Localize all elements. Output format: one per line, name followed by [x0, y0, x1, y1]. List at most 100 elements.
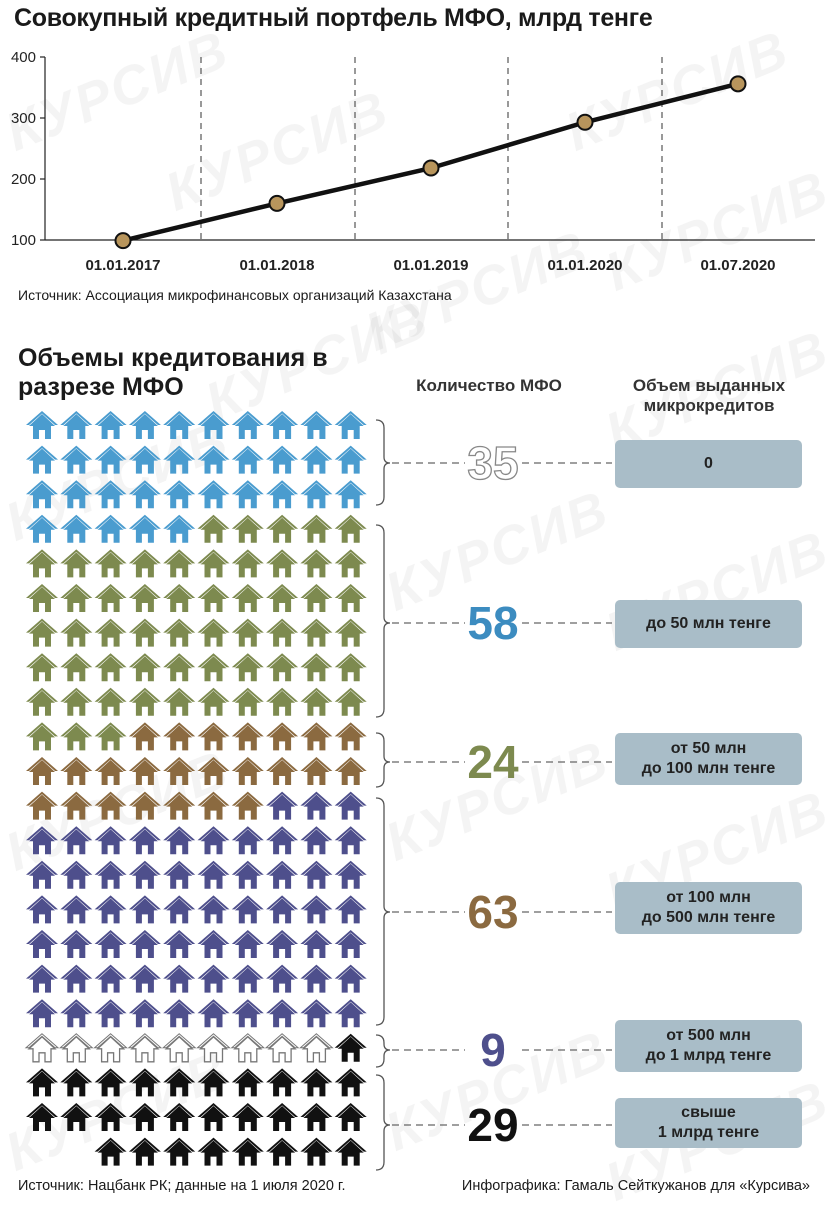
house-icon [128, 514, 161, 543]
house-icon [231, 1103, 264, 1131]
group-bracket [375, 1034, 391, 1068]
house-icon [264, 1033, 300, 1063]
data-point [268, 194, 286, 212]
house-icon [60, 480, 93, 509]
group-bracket [375, 797, 391, 1026]
house-icon [163, 653, 196, 682]
house-icon [300, 895, 333, 924]
house-icon [231, 411, 264, 439]
house-icon [26, 687, 58, 716]
group-count: 63 [467, 886, 518, 938]
house-icon [231, 584, 264, 612]
house-icon [60, 791, 93, 820]
house-icon [94, 791, 127, 820]
house-icon [94, 411, 127, 439]
group-count: 58 [467, 597, 518, 649]
house-icon [334, 687, 367, 716]
house-icon [26, 514, 58, 543]
house-icon [26, 1068, 58, 1097]
house-icon [128, 1137, 161, 1166]
house-icon [231, 999, 264, 1028]
house-icon [300, 687, 333, 716]
house-icon [94, 1137, 127, 1166]
line-chart-title: Совокупный кредитный портфель МФО, млрд … [14, 4, 653, 32]
house-icon [60, 687, 93, 716]
house-icon [231, 1068, 264, 1097]
house-icon [26, 930, 58, 958]
house-icon [231, 653, 264, 682]
house-icon [197, 411, 230, 439]
house-icon [94, 618, 127, 647]
house-icon [26, 549, 58, 578]
house-icon [334, 445, 367, 474]
group-bracket [375, 1074, 391, 1171]
house-icon [26, 895, 58, 924]
house-icon [94, 722, 127, 751]
house-icon [300, 999, 333, 1028]
house-icon [300, 826, 333, 855]
house-icon [60, 999, 93, 1028]
house-icon [231, 549, 264, 578]
house-icon [230, 1033, 266, 1063]
house-icon [128, 964, 161, 993]
house-icon [94, 964, 127, 993]
house-icon [334, 549, 367, 578]
house-icon [197, 791, 230, 820]
house-icon [60, 722, 93, 751]
volume-label: от 100 млн до 500 млн тенге [615, 882, 802, 934]
house-icon [266, 584, 299, 612]
house-icon [266, 411, 299, 439]
house-icon [197, 653, 230, 682]
house-icon [163, 687, 196, 716]
house-icon [128, 653, 161, 682]
volume-label: от 50 млн до 100 млн тенге [615, 733, 802, 785]
house-icon [94, 480, 127, 509]
house-icon [197, 757, 230, 785]
house-icon [94, 514, 127, 543]
house-icon [266, 930, 299, 958]
house-icon [94, 930, 127, 958]
house-icon [163, 584, 196, 612]
group-bracket [375, 419, 391, 506]
house-icon [300, 930, 333, 958]
house-icon [93, 1033, 128, 1063]
pictogram-chart: 35 58 24 63 9 29 [24, 411, 612, 1171]
house-icon [128, 445, 161, 474]
house-icon [197, 999, 230, 1028]
house-icon [60, 653, 93, 682]
house-icon [26, 584, 58, 612]
house-icon [94, 757, 127, 785]
house-icon [300, 757, 333, 785]
x-tick-label: 01.01.2020 [547, 257, 622, 274]
house-icon [58, 1033, 94, 1063]
house-icon [163, 791, 196, 820]
house-icon [197, 826, 230, 855]
house-icon [26, 791, 58, 820]
house-icon [266, 1103, 299, 1131]
house-icon [197, 1137, 230, 1166]
group-count: 9 [480, 1024, 506, 1076]
house-icon [163, 895, 196, 924]
house-icon [231, 514, 264, 543]
house-icon [300, 480, 333, 509]
data-point [422, 159, 440, 177]
house-icon [300, 549, 333, 578]
house-icon [334, 757, 367, 785]
house-icon [94, 999, 127, 1028]
house-icon [266, 1068, 299, 1097]
house-icon [300, 584, 333, 612]
house-icon [300, 653, 333, 682]
house-icon [94, 826, 127, 855]
house-icon [26, 826, 58, 855]
volume-column-header: Объем выданных микрокредитов [632, 376, 786, 415]
house-icon [334, 826, 367, 855]
house-icon [128, 480, 161, 509]
house-icon [60, 514, 93, 543]
house-icon [266, 514, 299, 543]
house-icon [197, 930, 230, 958]
house-icon [197, 514, 230, 543]
house-icon [334, 791, 367, 820]
house-icon [231, 722, 264, 751]
house-icon [94, 1068, 127, 1097]
house-icon [163, 514, 196, 543]
